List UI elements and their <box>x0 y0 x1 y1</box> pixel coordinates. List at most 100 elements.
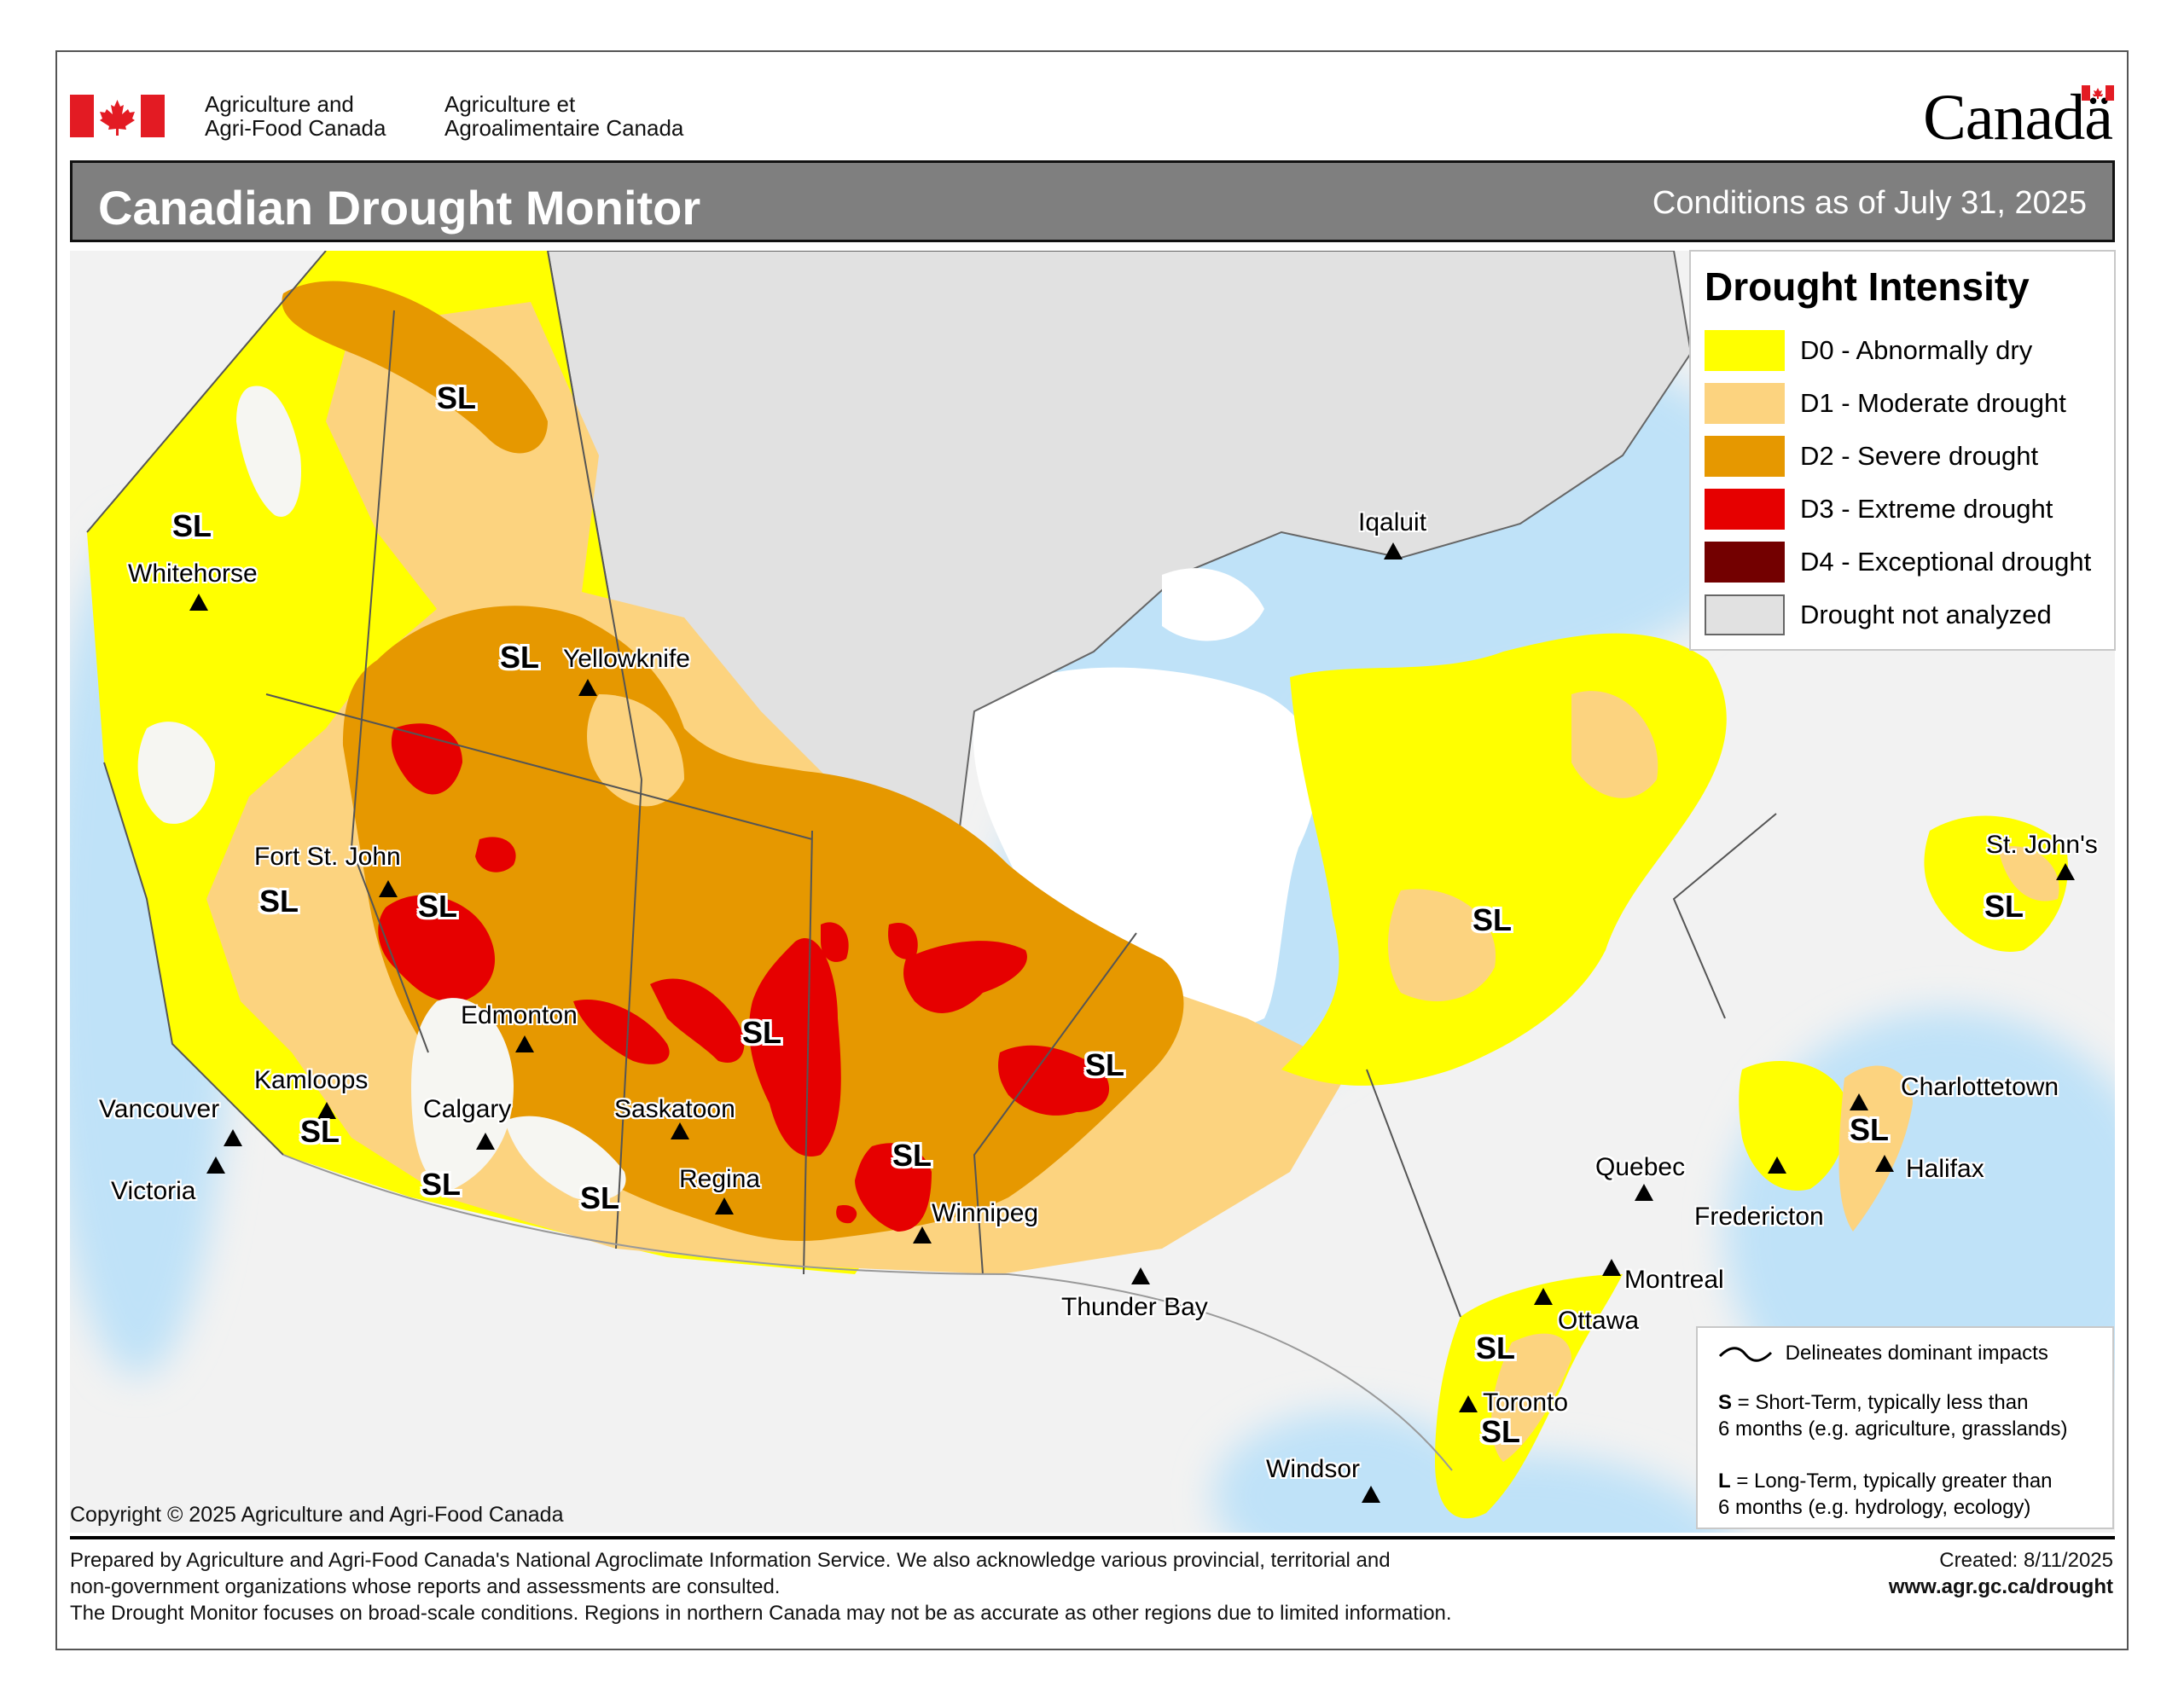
city-marker-fort-st-john-icon <box>379 880 398 897</box>
city-marker-victoria-icon <box>206 1157 225 1174</box>
impact-label: SL <box>172 508 212 543</box>
impact-label: SL <box>1481 1414 1521 1449</box>
impact-label: SL <box>500 640 540 675</box>
swatch-d1 <box>1705 383 1785 424</box>
swatch-d3 <box>1705 489 1785 530</box>
city-marker-iqaluit-icon <box>1384 542 1403 559</box>
long-term-text-1: = Long-Term, typically greater than <box>1730 1470 2053 1493</box>
city-label-iqaluit: Iqaluit <box>1358 508 1427 536</box>
city-marker-toronto-icon <box>1459 1395 1478 1412</box>
city-label-victoria: Victoria <box>111 1177 196 1205</box>
impact-label: SL <box>1850 1112 1890 1147</box>
legend-title: Drought Intensity <box>1705 264 2030 309</box>
footer-meta: Created: 8/11/2025 www.agr.gc.ca/drought <box>1889 1547 2113 1600</box>
swatch-d0 <box>1705 330 1785 371</box>
long-term-text-2: 6 months (e.g. hydrology, ecology) <box>1718 1496 2031 1519</box>
city-label-yellowknife: Yellowknife <box>563 645 690 673</box>
dept-en-line1: Agriculture and <box>205 91 354 117</box>
city-label-regina: Regina <box>679 1165 761 1193</box>
impact-label: SL <box>421 1167 462 1202</box>
city-label-fort-st-john: Fort St. John <box>254 843 401 871</box>
impact-label: SL <box>742 1015 782 1050</box>
city-label-montreal: Montreal <box>1624 1266 1724 1294</box>
city-marker-vancouver-icon <box>224 1129 242 1146</box>
city-label-winnipeg: Winnipeg <box>932 1199 1039 1227</box>
legend-label-d1: D1 - Moderate drought <box>1800 388 2066 418</box>
city-marker-edmonton-icon <box>515 1035 534 1052</box>
wordmark-text: Canadä <box>1923 82 2113 154</box>
city-marker-charlottetown-icon <box>1850 1093 1868 1110</box>
city-marker-fredericton-icon <box>1768 1157 1786 1174</box>
department-name-french: Agriculture et Agroalimentaire Canada <box>444 92 683 140</box>
dept-en-line2: Agri-Food Canada <box>205 115 386 141</box>
legend-label-d3: D3 - Extreme drought <box>1800 494 2053 524</box>
impact-label: SL <box>1476 1330 1516 1365</box>
legend-label-d0: D0 - Abnormally dry <box>1800 335 2033 365</box>
swatch-d4 <box>1705 542 1785 583</box>
legend-item-d2: D2 - Severe drought <box>1705 436 2106 477</box>
department-name-english: Agriculture and Agri-Food Canada <box>205 92 386 140</box>
impact-label: SL <box>580 1180 620 1215</box>
swatch-not-analyzed <box>1705 594 1785 635</box>
conditions-date: Conditions as of July 31, 2025 <box>1652 185 2087 221</box>
city-label-thunder-bay: Thunder Bay <box>1061 1293 1208 1321</box>
city-marker-calgary-icon <box>476 1133 495 1150</box>
impact-label: SL <box>1085 1047 1125 1082</box>
city-marker-kamloops-icon <box>317 1102 336 1119</box>
canada-flag-icon <box>70 95 165 137</box>
copyright-notice: Copyright © 2025 Agriculture and Agri-Fo… <box>70 1503 564 1527</box>
legend-item-not-analyzed: Drought not analyzed <box>1705 594 2106 635</box>
footer-line-1: Prepared by Agriculture and Agri-Food Ca… <box>70 1549 1391 1572</box>
footer-line-3: The Drought Monitor focuses on broad-sca… <box>70 1602 1452 1625</box>
city-marker-whitehorse-icon <box>189 594 208 611</box>
city-label-st-johns: St. John's <box>1986 831 2098 859</box>
city-marker-montreal-icon <box>1602 1259 1621 1276</box>
legend-item-d1: D1 - Moderate drought <box>1705 383 2106 424</box>
canada-wordmark: Canadä <box>1923 85 2114 150</box>
page-title: Canadian Drought Monitor <box>98 181 701 235</box>
city-marker-windsor-icon <box>1362 1486 1380 1503</box>
city-label-fredericton: Fredericton <box>1694 1203 1824 1231</box>
city-marker-halifax-icon <box>1875 1155 1894 1172</box>
city-label-calgary: Calgary <box>423 1095 512 1123</box>
city-label-edmonton: Edmonton <box>461 1001 578 1029</box>
drought-intensity-legend: Drought Intensity D0 - Abnormally dry D1… <box>1689 250 2116 651</box>
dept-fr-line1: Agriculture et <box>444 91 576 117</box>
legend-label-not-analyzed: Drought not analyzed <box>1800 600 2052 629</box>
city-label-halifax: Halifax <box>1906 1155 1984 1183</box>
impact-label: SL <box>1984 889 2024 924</box>
city-label-kamloops: Kamloops <box>254 1066 369 1094</box>
drought-url-link[interactable]: www.agr.gc.ca/drought <box>1888 1575 2113 1598</box>
impact-label: SL <box>418 889 458 924</box>
city-marker-regina-icon <box>715 1197 734 1215</box>
impact-label: SL <box>1472 902 1513 937</box>
short-term-definition: S = Short-Term, typically less than 6 mo… <box>1718 1389 2068 1442</box>
city-label-quebec: Quebec <box>1595 1153 1686 1181</box>
city-label-charlottetown: Charlottetown <box>1901 1073 2059 1101</box>
city-label-saskatoon: Saskatoon <box>614 1095 735 1123</box>
wordmark-flag-icon <box>2082 85 2114 101</box>
created-date: Created: 8/11/2025 <box>1939 1549 2113 1572</box>
legend-item-d4: D4 - Exceptional drought <box>1705 542 2106 583</box>
city-label-ottawa: Ottawa <box>1558 1307 1640 1335</box>
city-marker-quebec-icon <box>1635 1184 1653 1201</box>
impact-label: SL <box>300 1114 340 1149</box>
city-marker-yellowknife-icon <box>578 679 597 696</box>
short-term-key: S <box>1718 1391 1733 1414</box>
city-label-windsor: Windsor <box>1266 1455 1361 1483</box>
impact-line-row: Delineates dominant impacts <box>1718 1340 2048 1366</box>
wavy-line-icon <box>1718 1346 1773 1362</box>
impact-line-label: Delineates dominant impacts <box>1785 1342 2048 1365</box>
impact-label: SL <box>259 884 299 919</box>
legend-label-d2: D2 - Severe drought <box>1800 441 2039 471</box>
footer-notes: Prepared by Agriculture and Agri-Food Ca… <box>70 1547 1452 1626</box>
legend-item-d3: D3 - Extreme drought <box>1705 489 2106 530</box>
impact-legend: Delineates dominant impacts S = Short-Te… <box>1696 1326 2114 1529</box>
city-marker-st-johns-icon <box>2056 863 2075 880</box>
city-marker-thunder-bay-icon <box>1131 1267 1150 1284</box>
long-term-definition: L = Long-Term, typically greater than 6 … <box>1718 1468 2053 1521</box>
city-label-toronto: Toronto <box>1483 1388 1569 1417</box>
short-term-text-2: 6 months (e.g. agriculture, grasslands) <box>1718 1417 2068 1441</box>
legend-label-d4: D4 - Exceptional drought <box>1800 547 2092 577</box>
city-marker-ottawa-icon <box>1534 1288 1553 1305</box>
